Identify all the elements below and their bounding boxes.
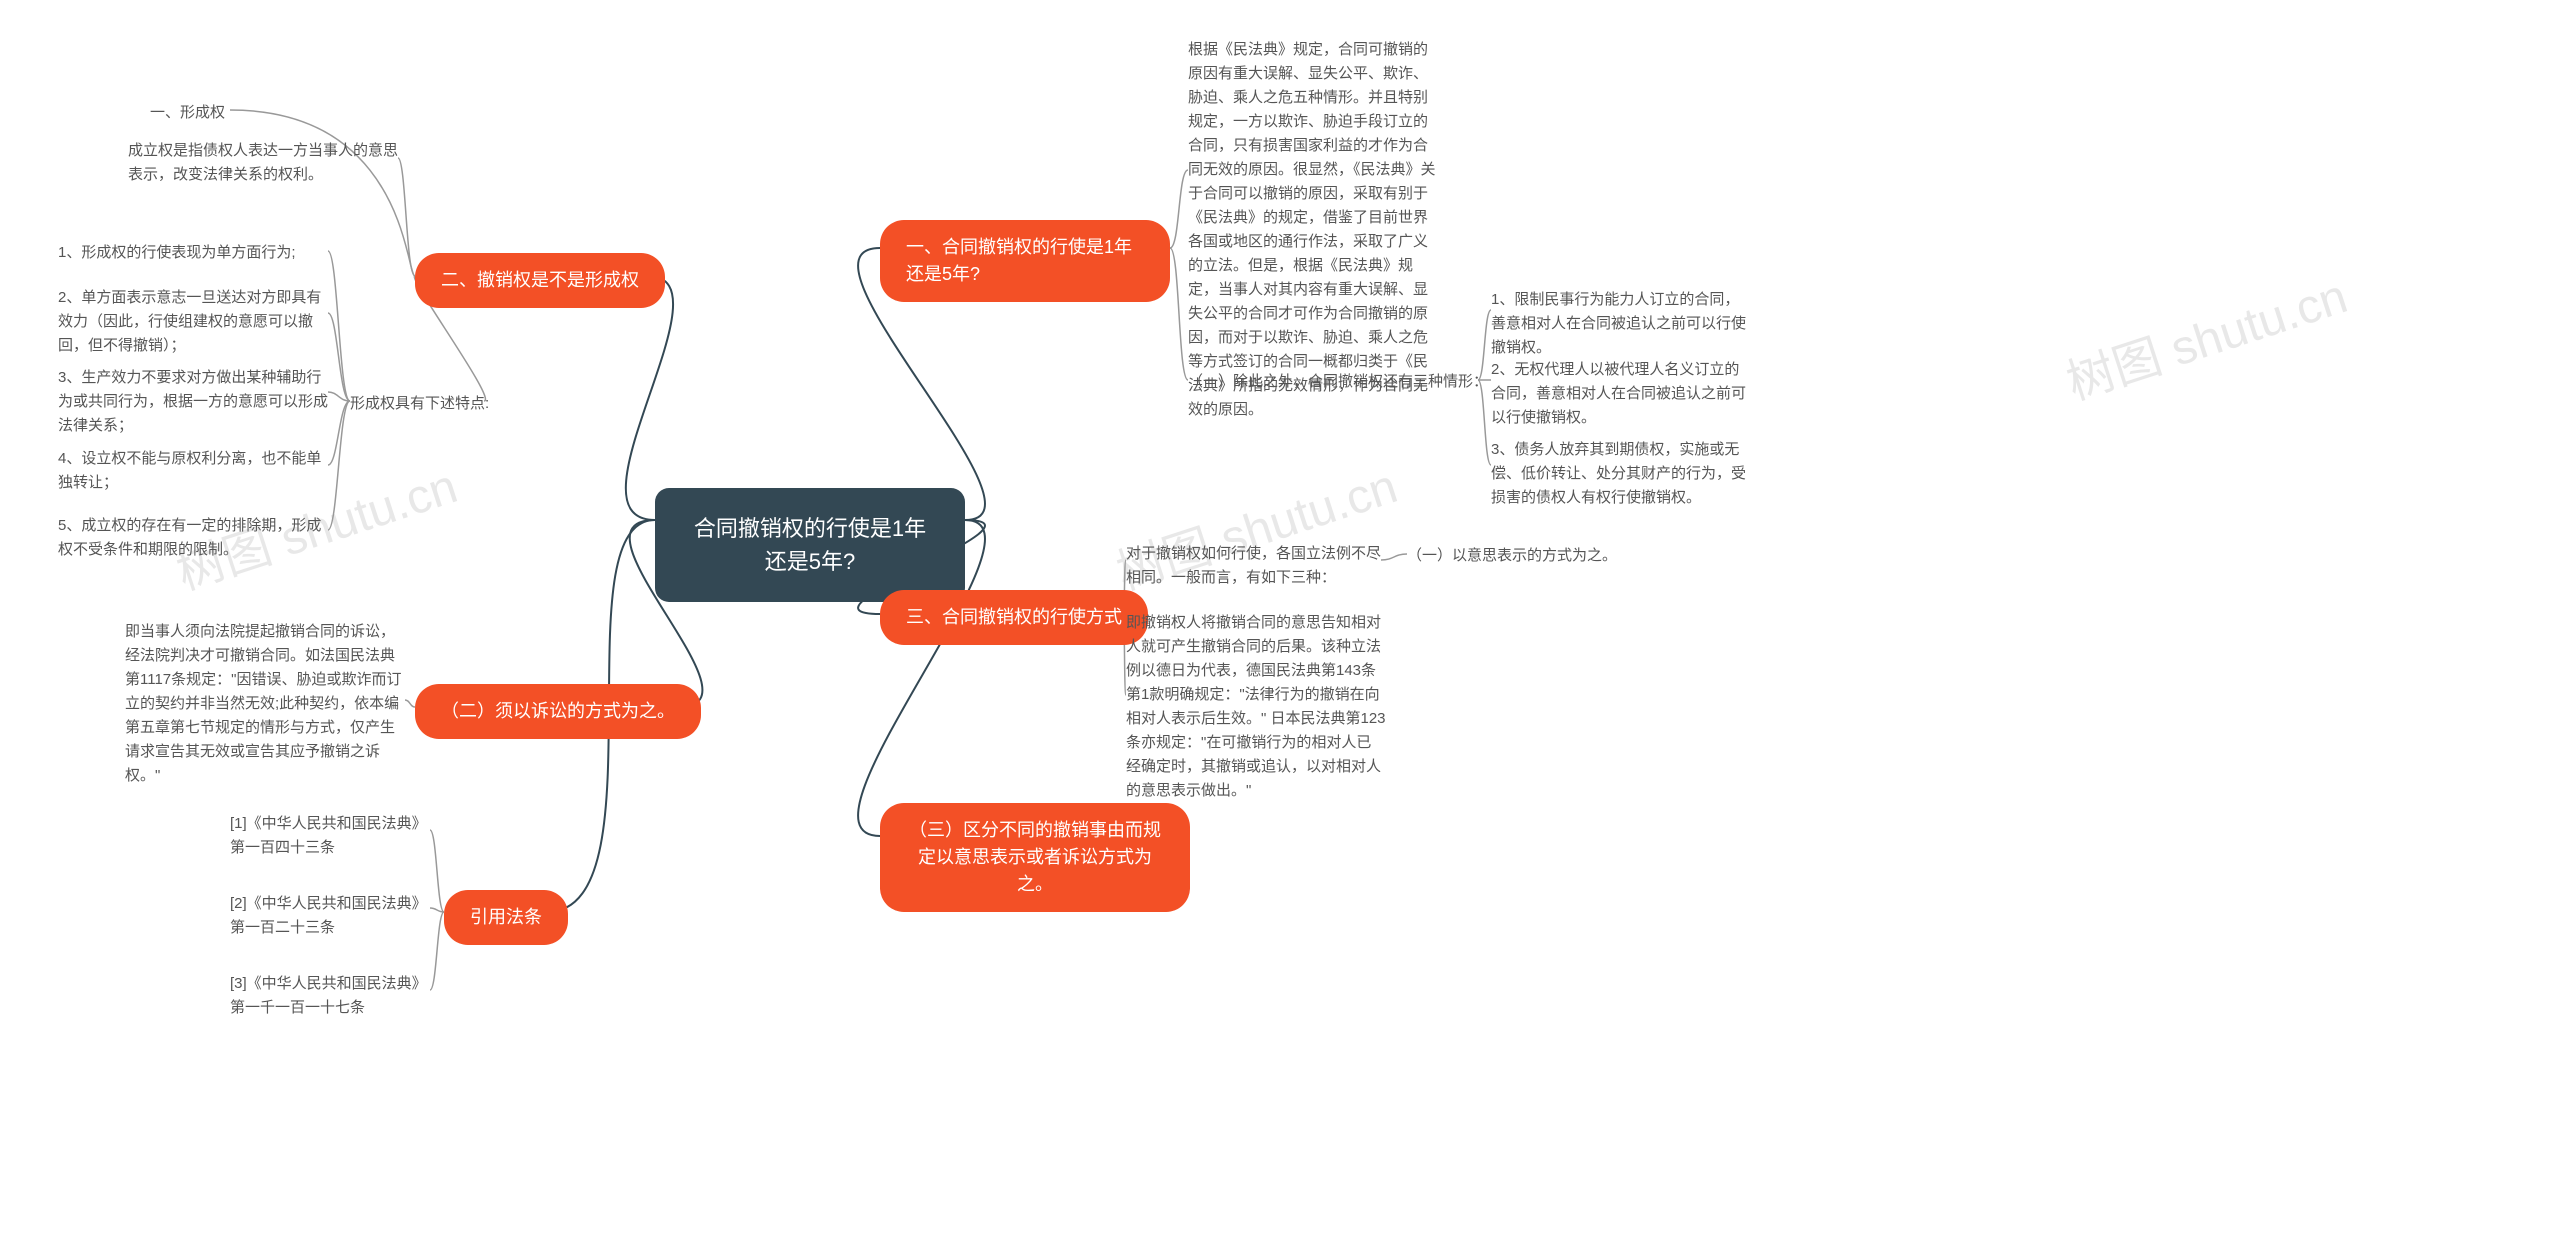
leaf-text: 对于撤销权如何行使，各国立法例不尽相同。一般而言，有如下三种： <box>1126 542 1381 590</box>
leaf-text: [1]《中华人民共和国民法典》 第一百四十三条 <box>230 812 430 860</box>
leaf-text: （一）除此之外，合同撤销权还有三种情形： <box>1188 370 1488 394</box>
center-node[interactable]: 合同撤销权的行使是1年还是5年? <box>655 488 965 602</box>
leaf-text: 2、单方面表示意志一旦送达对方即具有效力（因此，行使组建权的意愿可以撤回，但不得… <box>58 286 328 358</box>
leaf-text: 3、生产效力不要求对方做出某种辅助行为或共同行为，根据一方的意愿可以形成法律关系… <box>58 366 328 438</box>
branch-node-3[interactable]: 三、合同撤销权的行使方式 <box>880 590 1148 645</box>
leaf-text: 即当事人须向法院提起撤销合同的诉讼，经法院判决才可撤销合同。如法国民法典第111… <box>125 620 405 788</box>
leaf-text: 3、债务人放弃其到期债权，实施或无偿、低价转让、处分其财产的行为，受损害的债权人… <box>1491 438 1746 510</box>
leaf-text: （一）以意思表示的方式为之。 <box>1407 544 1617 568</box>
leaf-text: 5、成立权的存在有一定的排除期，形成权不受条件和期限的限制。 <box>58 514 328 562</box>
branch-node-ref[interactable]: 引用法条 <box>444 890 568 945</box>
branch-node-2[interactable]: 二、撤销权是不是形成权 <box>415 253 665 308</box>
branch-node-1[interactable]: 一、合同撤销权的行使是1年还是5年? <box>880 220 1170 302</box>
leaf-text: 根据《民法典》规定，合同可撤销的原因有重大误解、显失公平、欺诈、胁迫、乘人之危五… <box>1188 38 1438 422</box>
branch-node-opt2[interactable]: （二）须以诉讼的方式为之。 <box>415 684 701 739</box>
leaf-text: 1、限制民事行为能力人订立的合同，善意相对人在合同被追认之前可以行使撤销权。 <box>1491 288 1746 360</box>
leaf-text: 2、无权代理人以被代理人名义订立的合同，善意相对人在合同被追认之前可以行使撤销权… <box>1491 358 1746 430</box>
leaf-text: 一、形成权 <box>150 101 225 125</box>
leaf-text: 形成权具有下述特点: <box>350 392 489 416</box>
leaf-text: [2]《中华人民共和国民法典》 第一百二十三条 <box>230 892 430 940</box>
leaf-text: 4、设立权不能与原权利分离，也不能单独转让； <box>58 447 328 495</box>
leaf-text: 成立权是指债权人表达一方当事人的意思表示，改变法律关系的权利。 <box>128 139 398 187</box>
leaf-text: 即撤销权人将撤销合同的意思告知相对人就可产生撤销合同的后果。该种立法例以德日为代… <box>1126 611 1386 803</box>
branch-node-opt3[interactable]: （三）区分不同的撤销事由而规定以意思表示或者诉讼方式为之。 <box>880 803 1190 912</box>
leaf-text: [3]《中华人民共和国民法典》 第一千一百一十七条 <box>230 972 430 1020</box>
watermark: 树图 shutu.cn <box>2056 257 2354 413</box>
leaf-text: 1、形成权的行使表现为单方面行为; <box>58 241 296 265</box>
